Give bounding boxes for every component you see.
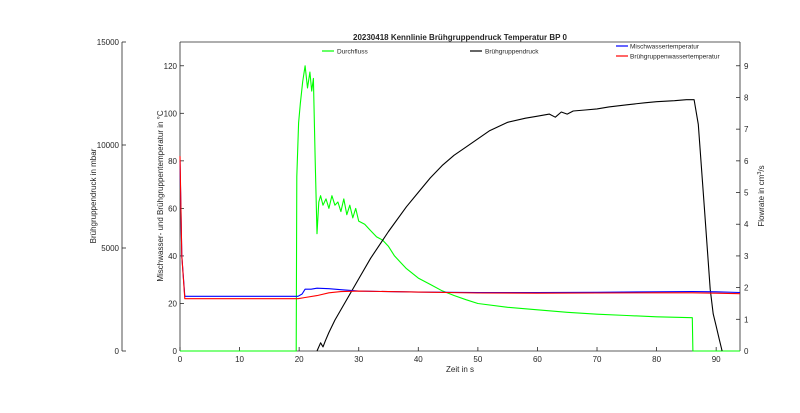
temperature-axis-label: Mischwasser- und Brühgruppentemperatur i… — [156, 110, 165, 282]
flow-tick-label: 5 — [744, 189, 749, 198]
pressure-tick-label: 0 — [115, 347, 120, 356]
flow-tick-label: 1 — [744, 315, 749, 324]
x-tick-label: 50 — [473, 355, 482, 364]
x-tick-label: 80 — [652, 355, 661, 364]
x-tick-label: 90 — [712, 355, 721, 364]
bruehgruppendruck-line — [316, 99, 723, 352]
series-lines — [179, 65, 741, 352]
x-tick-label: 40 — [414, 355, 423, 364]
x-tick-label: 60 — [533, 355, 542, 364]
flow-tick-label: 3 — [744, 252, 749, 261]
bruehgruppenwassertemperatur-line — [179, 156, 741, 300]
pressure-axis: 0 5000 10000 15000 Brühgruppendruck in mbar — [89, 38, 126, 356]
x-tick-label: 70 — [593, 355, 602, 364]
legend-bruehgruppenwassertemperatur: Brühgruppenwassertemperatur — [616, 54, 720, 61]
pressure-tick-label: 5000 — [101, 244, 119, 253]
legend-bruehgruppendruck: Brühgruppendruck — [470, 49, 539, 56]
temperature-tick-label: 120 — [164, 62, 178, 71]
flow-axis-label-superscript: 3 — [757, 172, 763, 175]
pressure-tick-label: 15000 — [97, 38, 120, 47]
flow-tick-label: 0 — [744, 347, 749, 356]
legend-label-bruehgruppendruck: Brühgruppendruck — [485, 49, 539, 56]
temperature-tick-label: 60 — [168, 204, 177, 213]
temperature-tick-label: 100 — [164, 109, 178, 118]
temperature-tick-label: 0 — [173, 347, 178, 356]
flow-axis-label: Flowrate in cm3/s — [757, 165, 766, 226]
x-tick-label: 0 — [178, 355, 183, 364]
plot-area — [179, 41, 741, 352]
temperature-tick-label: 20 — [168, 299, 177, 308]
x-tick-label: 20 — [295, 355, 304, 364]
x-tick-label: 10 — [235, 355, 244, 364]
flow-tick-label: 8 — [744, 93, 749, 102]
legend-label-mischwassertemperatur: Mischwassertemperatur — [630, 44, 700, 51]
pressure-axis-label: Brühgruppendruck in mbar — [89, 148, 98, 243]
flow-axis-label-main: Flowrate in cm — [757, 174, 766, 226]
legend-label-durchfluss: Durchfluss — [337, 49, 368, 56]
legend-durchfluss: Durchfluss — [322, 49, 368, 56]
flow-tick-label: 2 — [744, 284, 749, 293]
flow-tick-label: 7 — [744, 125, 749, 134]
pressure-tick-group: 0 5000 10000 15000 — [97, 38, 126, 356]
x-axis-label: Zeit in s — [446, 365, 474, 374]
x-tick-label: 30 — [354, 355, 363, 364]
temperature-tick-label: 40 — [168, 252, 177, 261]
temperature-tick-label: 80 — [168, 157, 177, 166]
temperature-tick-group: 0 20 40 60 80 100 120 — [164, 62, 184, 356]
chart-title: 20230418 Kennlinie Brühgruppendruck Temp… — [353, 33, 568, 42]
flow-tick-group: 0 1 2 3 4 5 6 7 8 9 — [736, 62, 749, 356]
x-tick-group: 0 10 20 30 40 50 60 70 80 90 — [178, 347, 721, 364]
flow-tick-label: 4 — [744, 220, 749, 229]
flow-tick-label: 6 — [744, 157, 749, 166]
flow-axis-label-end: /s — [757, 165, 766, 171]
pressure-tick-label: 10000 — [97, 141, 120, 150]
legend-label-bruehgruppenwassertemperatur: Brühgruppenwassertemperatur — [630, 54, 720, 61]
mischwassertemperatur-line — [179, 160, 741, 297]
legend-mischwassertemperatur: Mischwassertemperatur — [616, 44, 700, 51]
durchfluss-line — [180, 65, 740, 352]
flow-tick-label: 9 — [744, 62, 749, 71]
